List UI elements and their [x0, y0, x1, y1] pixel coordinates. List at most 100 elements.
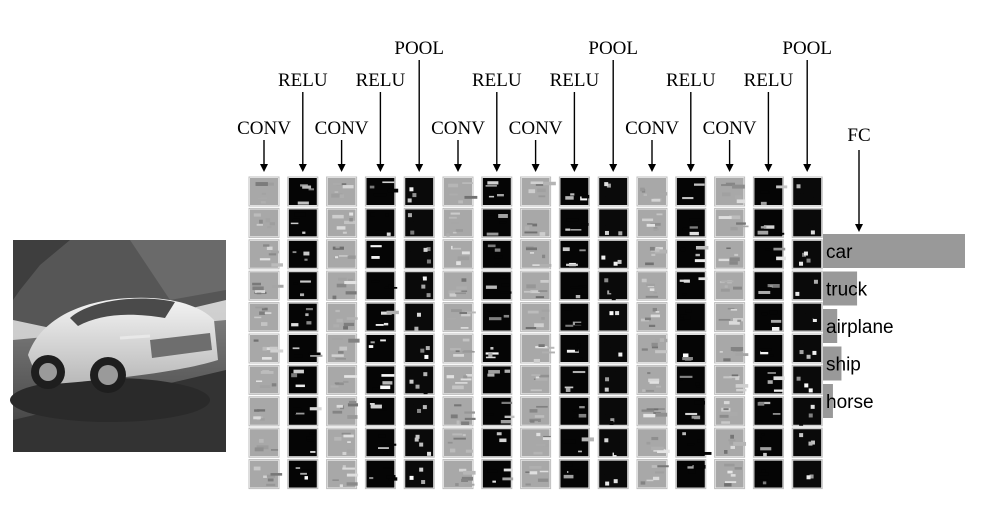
feature-map-tile	[403, 427, 435, 458]
fc-label: FC	[847, 125, 870, 146]
feature-map-tile	[481, 427, 513, 458]
feature-map-tile	[481, 302, 513, 333]
feature-map-tile	[403, 207, 435, 238]
feature-map-tile	[791, 364, 823, 395]
feature-map-tile	[558, 364, 590, 395]
score-bar-horse	[823, 384, 833, 418]
feature-map-tile	[675, 207, 707, 238]
feature-map-tile	[714, 239, 746, 270]
feature-map-tile	[752, 302, 784, 333]
feature-map-tile	[287, 270, 319, 301]
feature-map-tile	[364, 459, 398, 490]
feature-map-tile	[442, 176, 478, 207]
feature-map-tile	[597, 333, 629, 364]
feature-map-tile	[636, 364, 668, 395]
feature-map-tile	[403, 270, 435, 301]
feature-map-tile	[442, 207, 474, 238]
layer-label: CONV	[431, 118, 485, 139]
layer-label: RELU	[666, 70, 716, 91]
layer-label: POOL	[588, 38, 638, 59]
feature-map-tile	[636, 239, 668, 270]
layer-column-2: RELU	[278, 70, 328, 490]
layer-column-13: CONV	[703, 118, 757, 490]
feature-map-tile	[442, 364, 474, 395]
feature-map-tile	[364, 333, 396, 364]
feature-map-tile	[326, 302, 358, 333]
score-bar-airplane	[823, 309, 838, 343]
feature-map-tile	[364, 270, 398, 301]
score-bar-ship	[823, 346, 842, 381]
feature-map-tile	[364, 207, 396, 238]
layer-label: CONV	[237, 118, 291, 139]
feature-map-tile	[442, 459, 476, 490]
layer-column-1: CONV	[237, 118, 291, 490]
feature-map-tile	[714, 270, 746, 301]
input-car-image	[10, 240, 226, 452]
feature-map-tile	[481, 333, 513, 364]
feature-map-tile	[520, 270, 552, 301]
feature-map-tile	[287, 207, 319, 238]
feature-map-tile	[714, 207, 749, 238]
layer-label: RELU	[550, 70, 600, 91]
feature-map-tile	[287, 176, 319, 207]
feature-map-tile	[248, 364, 280, 395]
feature-map-tile	[791, 459, 823, 490]
layer-column-8: CONV	[509, 118, 563, 490]
feature-map-tile	[520, 239, 552, 270]
feature-map-tile	[791, 302, 823, 333]
feature-map-tile	[403, 396, 435, 427]
feature-map-tile	[287, 459, 319, 490]
feature-map-tile	[364, 176, 399, 207]
feature-map-tile	[326, 207, 358, 238]
feature-map-tile	[442, 396, 476, 427]
arrow-head	[686, 164, 695, 172]
feature-map-tile	[675, 176, 707, 207]
feature-map-tile	[364, 302, 399, 333]
layer-label: CONV	[315, 118, 369, 139]
feature-map-tile	[636, 302, 668, 333]
feature-map-tile	[791, 427, 823, 458]
arrow-head	[337, 164, 346, 172]
feature-map-tile	[287, 396, 322, 427]
feature-map-tile	[752, 270, 784, 301]
feature-map-tile	[520, 396, 552, 427]
feature-map-tile	[248, 427, 280, 458]
feature-map-tile	[636, 396, 668, 427]
feature-map-tile	[520, 459, 552, 490]
layer-label: CONV	[703, 118, 757, 139]
arrow-head	[609, 164, 618, 172]
feature-map-tile	[752, 207, 785, 238]
arrow-head	[492, 164, 501, 172]
layer-label: RELU	[278, 70, 328, 91]
feature-map-tile	[326, 427, 358, 458]
feature-map-tile	[636, 459, 669, 490]
feature-map-tile	[558, 239, 590, 270]
layer-label: CONV	[509, 118, 563, 139]
feature-map-tile	[675, 333, 707, 364]
feature-map-tile	[791, 176, 823, 207]
feature-map-tile	[520, 207, 552, 238]
feature-map-tile	[481, 396, 515, 427]
feature-map-tile	[714, 396, 746, 427]
feature-map-tile	[675, 239, 709, 270]
arrow-head	[803, 164, 812, 172]
layer-label: POOL	[782, 38, 832, 59]
feature-map-tile	[481, 239, 513, 270]
class-label: horse	[826, 392, 874, 413]
layer-column-4: RELU	[356, 70, 405, 490]
feature-map-tile	[248, 333, 284, 364]
feature-map-tile	[403, 176, 435, 207]
feature-map-tile	[714, 364, 749, 395]
class-label: airplane	[826, 317, 894, 338]
feature-map-tile	[752, 396, 784, 427]
feature-map-tile	[636, 176, 668, 207]
feature-map-tile	[597, 396, 629, 427]
layer-column-3: CONV	[315, 118, 369, 490]
feature-map-tile	[326, 364, 358, 395]
feature-map-tile	[248, 459, 283, 490]
feature-map-tile	[714, 176, 746, 207]
feature-map-tile	[403, 333, 435, 364]
feature-map-tile	[597, 302, 629, 333]
feature-map-tile	[675, 302, 707, 333]
